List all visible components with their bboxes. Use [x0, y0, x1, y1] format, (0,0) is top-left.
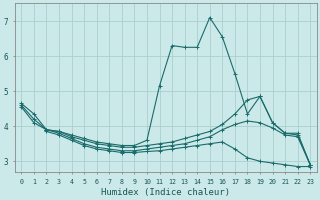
X-axis label: Humidex (Indice chaleur): Humidex (Indice chaleur) [101, 188, 230, 197]
